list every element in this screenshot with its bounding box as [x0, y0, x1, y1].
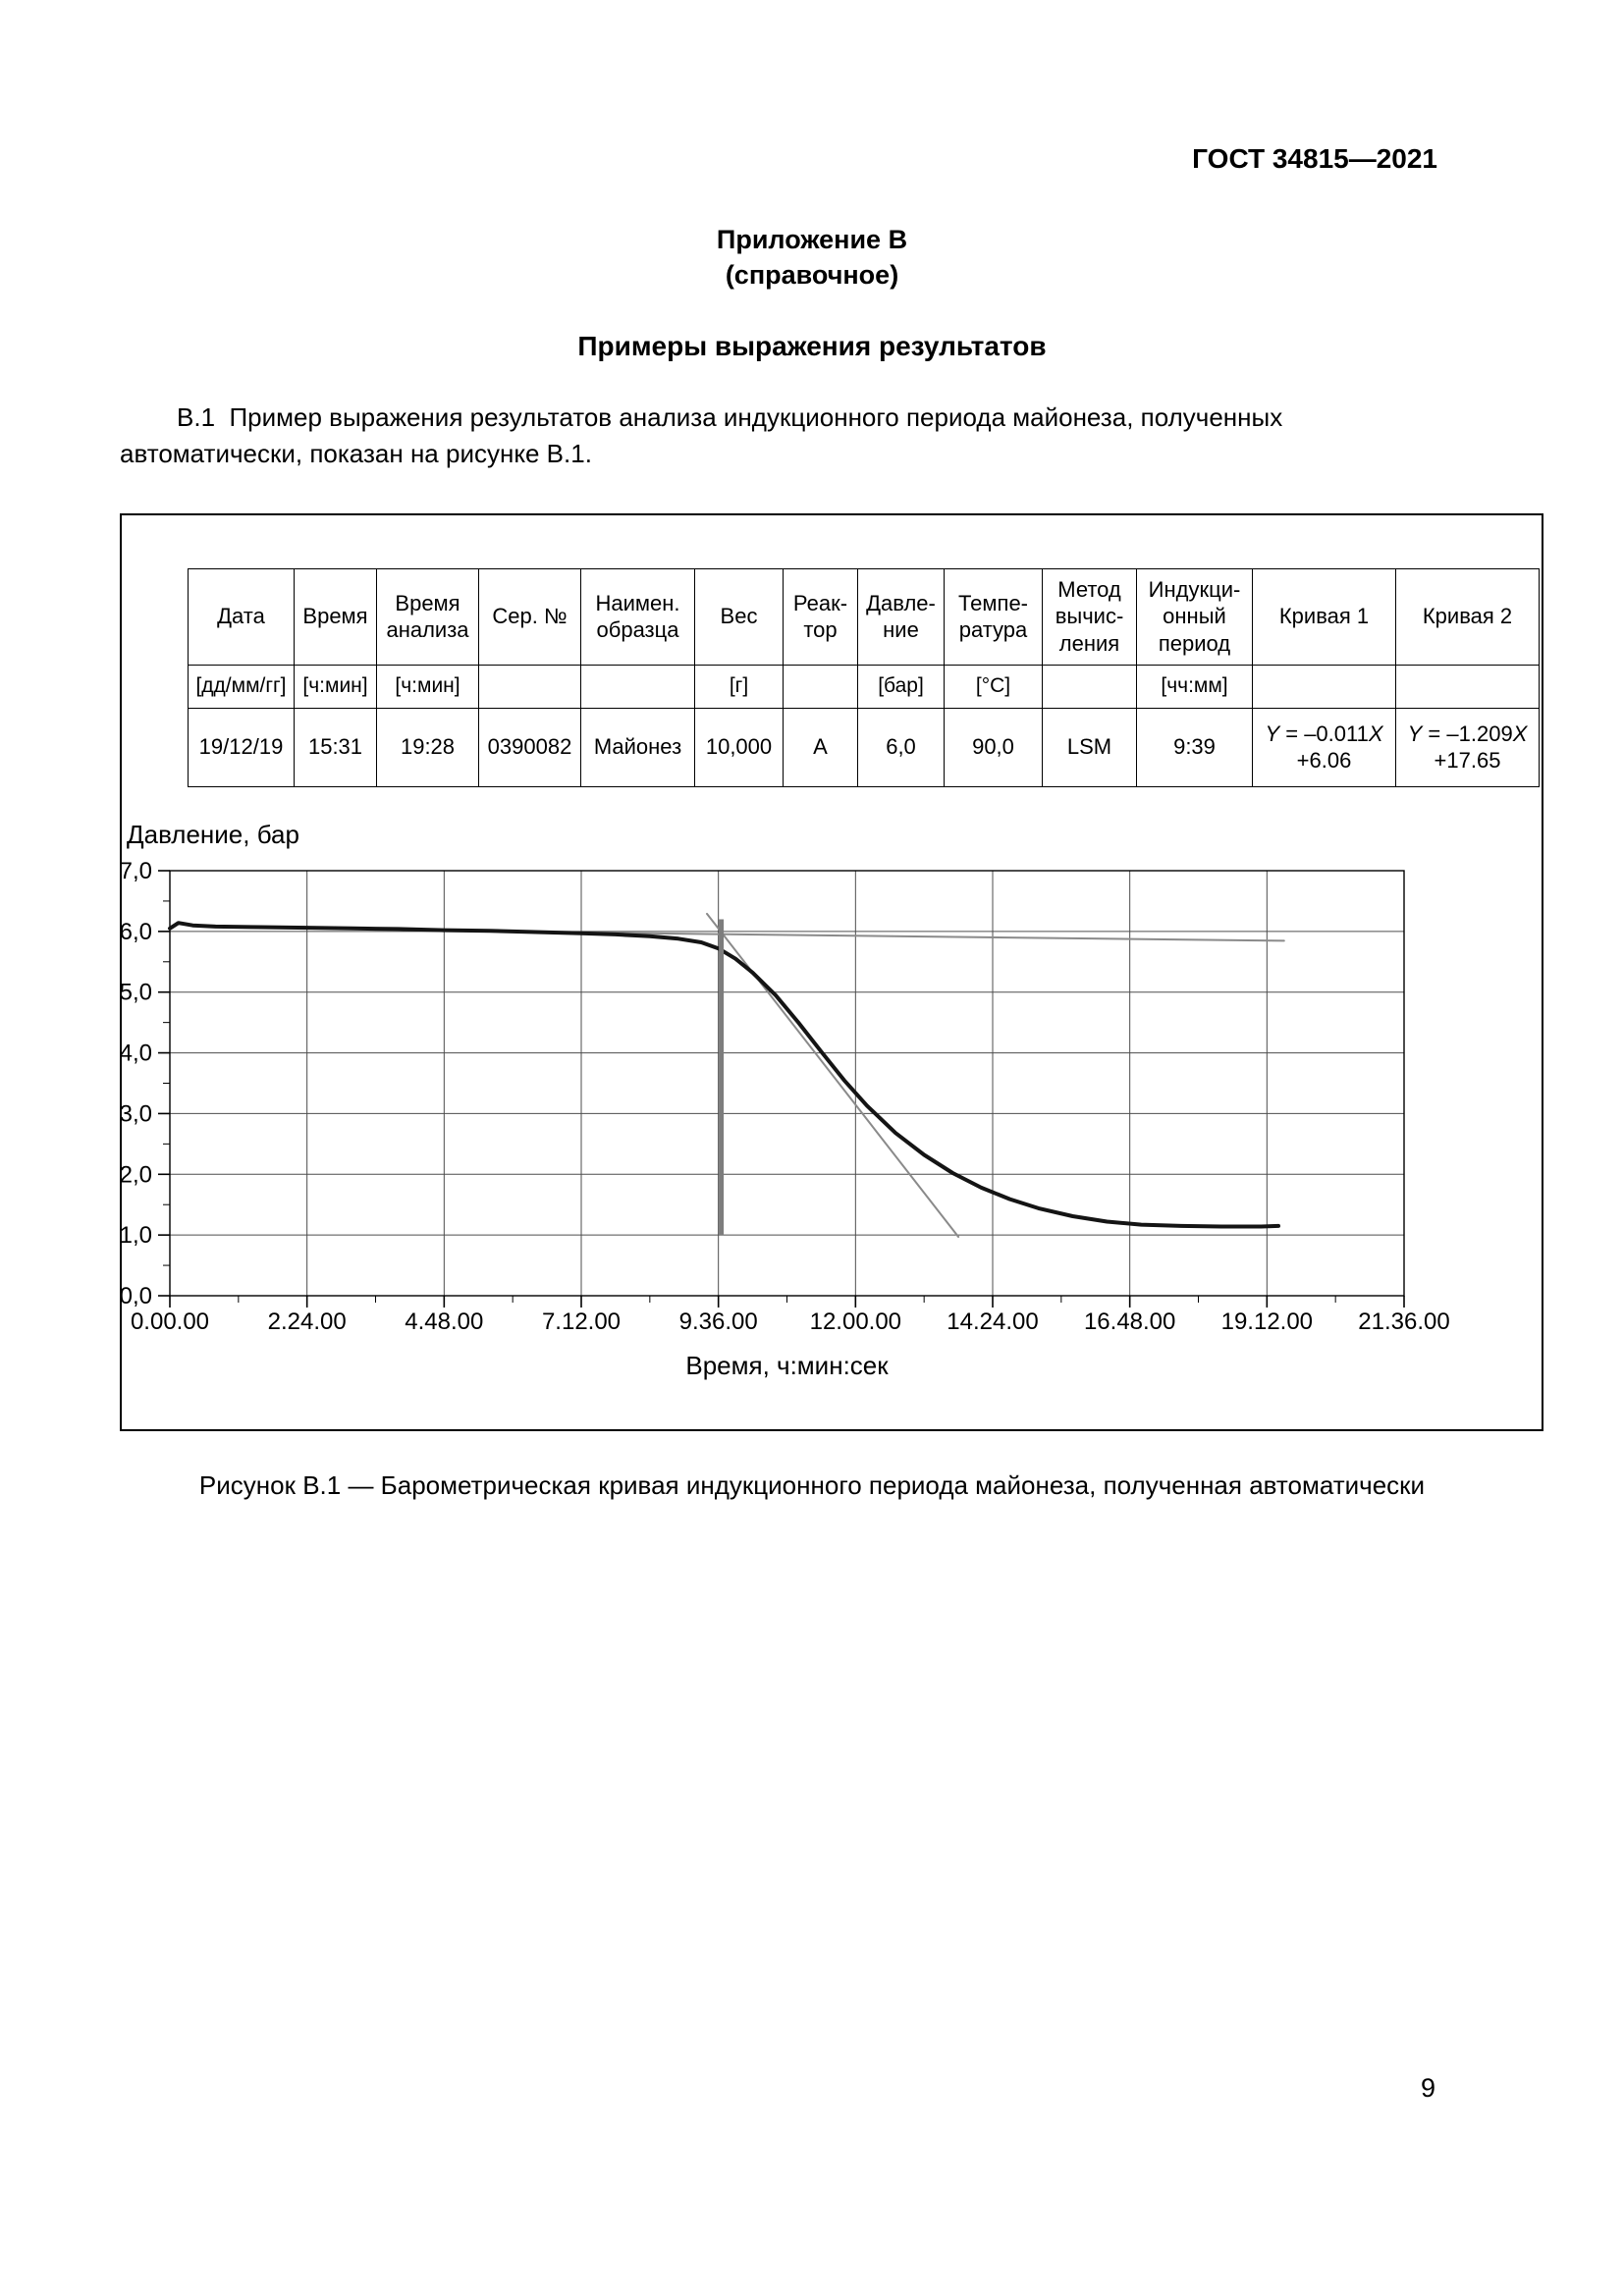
table-data-cell: LSM [1042, 707, 1137, 787]
table-header-cell: Сер. № [478, 567, 581, 666]
tangent-curve-1 [512, 930, 1285, 942]
x-tick-label: 19.12.00 [1221, 1308, 1313, 1335]
table-units-cell: [дд/мм/гг] [188, 664, 295, 709]
tangent-curve-2 [706, 912, 960, 1238]
table-header-cell: Время анализа [376, 567, 479, 666]
table-units-row: [дд/мм/гг] [ч:мин] [ч:мин] [г] [бар] [°C] [чч:… [188, 664, 1540, 709]
table-data-cell: 9:39 [1136, 707, 1253, 787]
table-data-cell: 19:28 [376, 707, 479, 787]
table-header-cell: Кривая 1 [1252, 567, 1396, 666]
table-units-cell [580, 664, 695, 709]
x-tick-label: 4.48.00 [405, 1308, 483, 1335]
table-data-cell: А [783, 707, 858, 787]
table-units-cell: [ч:мин] [294, 664, 377, 709]
figure-caption: Рисунок В.1 — Барометрическая кривая инд… [198, 1469, 1426, 1500]
table-units-cell [478, 664, 581, 709]
table-header-cell: Наимен. образца [580, 567, 695, 666]
y-tick-label: 0,0 [122, 1283, 152, 1309]
table-units-cell [1252, 664, 1396, 709]
table-data-cell: 15:31 [294, 707, 377, 787]
table-units-cell [1395, 664, 1540, 709]
table-header-row: Дата Время Время анализа Сер. № Наимен. обра… [188, 567, 1540, 666]
pressure-chart: 0,0 1,0 2,0 3,0 4,0 5,0 6,0 7,0 0.00.00 2.24.00 4.… [122, 820, 1450, 1380]
y-tick-label: 1,0 [122, 1222, 152, 1249]
y-tick-label: 4,0 [122, 1040, 152, 1066]
table-header-cell: Давле-ние [857, 567, 945, 666]
y-tick-label: 7,0 [122, 858, 152, 884]
table-units-cell: [г] [694, 664, 784, 709]
y-axis-title: Давление, бар [127, 820, 299, 849]
x-tick-label: 21.36.00 [1358, 1308, 1449, 1335]
y-tick-label: 6,0 [122, 919, 152, 945]
table-data-cell: 0390082 [478, 707, 581, 787]
x-tick-label: 12.00.00 [810, 1308, 901, 1335]
x-tick-label: 16.48.00 [1084, 1308, 1175, 1335]
table-data-cell: Майонез [580, 707, 695, 787]
table-data-cell: 90,0 [944, 707, 1043, 787]
table-units-cell [1042, 664, 1137, 709]
pressure-curve [168, 920, 1280, 1229]
y-tick-label: 3,0 [122, 1100, 152, 1127]
appendix-title: Приложение В [716, 225, 908, 254]
section-title: Примеры выражения результатов [577, 330, 1047, 361]
table-header-cell: Дата [188, 567, 295, 666]
table-data-cell: 19/12/19 [188, 707, 295, 787]
results-table: Дата Время Время анализа Сер. № Наимен. обра… [188, 567, 1540, 787]
table-units-cell: [ч:мин] [376, 664, 479, 709]
table-data-cell: 6,0 [857, 707, 945, 787]
table-data-cell: 10,000 [694, 707, 784, 787]
table-data-row: 19/12/19 15:31 19:28 0390082 Майонез 10,000 А 6… [188, 707, 1540, 787]
table-header-cell: Кривая 2 [1395, 567, 1540, 666]
table-header-cell: Время [294, 567, 377, 666]
appendix-subtitle: (справочное) [725, 260, 899, 291]
table-units-cell [783, 664, 858, 709]
x-tick-label: 0.00.00 [131, 1308, 209, 1335]
doc-code: ГОСТ 34815—2021 [1192, 143, 1437, 174]
table-data-cell: Y = –0.011X +6.06 [1252, 707, 1396, 787]
table-header-cell: Вес [694, 567, 784, 666]
x-axis-title: Время, ч:мин:сек [685, 1351, 889, 1380]
y-tick-label: 5,0 [122, 979, 152, 1005]
x-tick-label: 2.24.00 [268, 1308, 347, 1335]
table-data-cell: Y = –1.209X +17.65 [1395, 707, 1540, 787]
appendix-heading: Приложение В (справочное) [0, 222, 1624, 294]
x-tick-label: 7.12.00 [542, 1308, 621, 1335]
table-units-cell: [бар] [857, 664, 945, 709]
figure-box: Дата Время Время анализа Сер. № Наимен. обра… [120, 512, 1543, 1431]
table-units-cell: [чч:мм] [1136, 664, 1253, 709]
page-number: 9 [1420, 2073, 1435, 2103]
table-header-cell: Метод вычис-ления [1042, 567, 1137, 666]
x-tick-label: 9.36.00 [679, 1308, 758, 1335]
y-tick-label: 2,0 [122, 1161, 152, 1188]
table-header-cell: Индукци-онный период [1136, 567, 1253, 666]
table-header-cell: Темпе-ратура [944, 567, 1043, 666]
table-units-cell: [°C] [944, 664, 1043, 709]
table-header-cell: Реак-тор [783, 567, 858, 666]
intro-paragraph: В.1 Пример выражения результатов анализа… [120, 401, 1283, 468]
x-tick-label: 14.24.00 [947, 1308, 1038, 1335]
